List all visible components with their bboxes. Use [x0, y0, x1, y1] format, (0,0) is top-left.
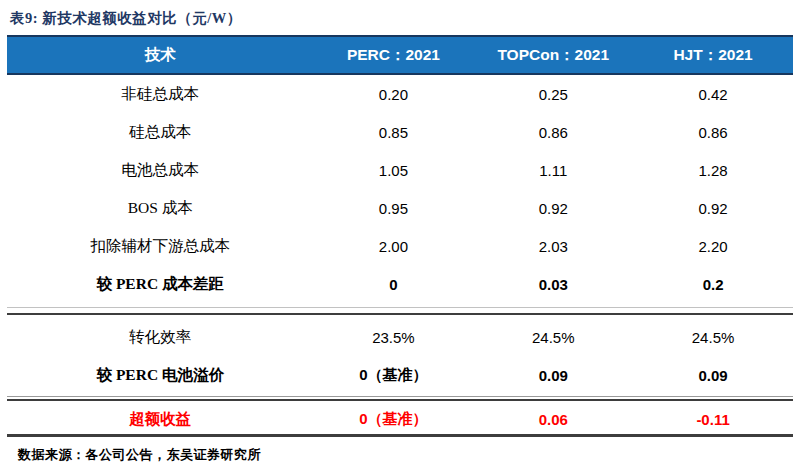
- table-row-silicon-cost: 硅总成本 0.85 0.86 0.86: [7, 113, 793, 151]
- row-value: 0.09: [633, 367, 793, 384]
- row-value: 1.28: [633, 162, 793, 179]
- row-value: 0.06: [473, 411, 633, 428]
- header-technology: 技术: [7, 45, 314, 66]
- table-row-cell-total-cost: 电池总成本 1.05 1.11 1.28: [7, 151, 793, 189]
- row-value: 0.86: [633, 124, 793, 141]
- row-value: 0.85: [314, 124, 474, 141]
- table-row-cost-gap-vs-perc: 较 PERC 成本差距 0 0.03 0.2: [7, 265, 793, 303]
- row-label: 扣除辅材下游总成本: [7, 236, 314, 257]
- header-topcon: TOPCon：2021: [473, 45, 633, 66]
- row-value: 0.03: [473, 276, 633, 293]
- row-value: 0.25: [473, 86, 633, 103]
- row-value: 23.5%: [314, 329, 474, 346]
- row-value: 0.92: [633, 200, 793, 217]
- row-value: 2.00: [314, 238, 474, 255]
- row-label: BOS 成本: [7, 198, 314, 219]
- row-value: 0: [314, 276, 474, 293]
- row-label: 超额收益: [7, 409, 314, 430]
- row-value: 0.42: [633, 86, 793, 103]
- row-value: 0.2: [633, 276, 793, 293]
- row-label: 硅总成本: [7, 122, 314, 143]
- row-value: 0.86: [473, 124, 633, 141]
- row-label: 较 PERC 电池溢价: [7, 365, 314, 386]
- table-row-conversion-efficiency: 转化效率 23.5% 24.5% 24.5%: [7, 318, 793, 356]
- row-value: 0.92: [473, 200, 633, 217]
- table-row-cell-premium-vs-perc: 较 PERC 电池溢价 0（基准） 0.09 0.09: [7, 356, 793, 394]
- section-divider: [7, 396, 793, 401]
- header-perc: PERC：2021: [314, 45, 474, 66]
- row-label: 电池总成本: [7, 160, 314, 181]
- row-label: 非硅总成本: [7, 84, 314, 105]
- row-label: 较 PERC 成本差距: [7, 274, 314, 295]
- row-value: 0.09: [473, 367, 633, 384]
- row-label: 转化效率: [7, 327, 314, 348]
- row-value: 0（基准）: [314, 410, 474, 429]
- section-divider: [7, 307, 793, 315]
- report-table-snippet: 表9: 新技术超额收益对比（元/W） 技术 PERC：2021 TOPCon：2…: [0, 0, 800, 463]
- row-value: 0.95: [314, 200, 474, 217]
- data-source: 数据来源：各公司公告，东吴证券研究所: [7, 437, 793, 463]
- cost-comparison-table: 技术 PERC：2021 TOPCon：2021 HJT：2021 非硅总成本 …: [7, 35, 793, 437]
- table-row-non-silicon-cost: 非硅总成本 0.20 0.25 0.42: [7, 75, 793, 113]
- row-value: 0.20: [314, 86, 474, 103]
- row-value: 1.05: [314, 162, 474, 179]
- row-value: 2.20: [633, 238, 793, 255]
- table-title: 表9: 新技术超额收益对比（元/W）: [7, 7, 793, 35]
- row-value: 2.03: [473, 238, 633, 255]
- row-value: 24.5%: [473, 329, 633, 346]
- row-value: 0（基准）: [314, 366, 474, 385]
- table-header-row: 技术 PERC：2021 TOPCon：2021 HJT：2021: [7, 35, 793, 75]
- header-hjt: HJT：2021: [633, 45, 793, 66]
- table-row-excess-return: 超额收益 0（基准） 0.06 -0.11: [7, 404, 793, 434]
- table-row-bos-cost: BOS 成本 0.95 0.92 0.92: [7, 189, 793, 227]
- row-value: 24.5%: [633, 329, 793, 346]
- table-row-downstream-total-cost: 扣除辅材下游总成本 2.00 2.03 2.20: [7, 227, 793, 265]
- row-value: 1.11: [473, 162, 633, 179]
- row-value: -0.11: [633, 411, 793, 428]
